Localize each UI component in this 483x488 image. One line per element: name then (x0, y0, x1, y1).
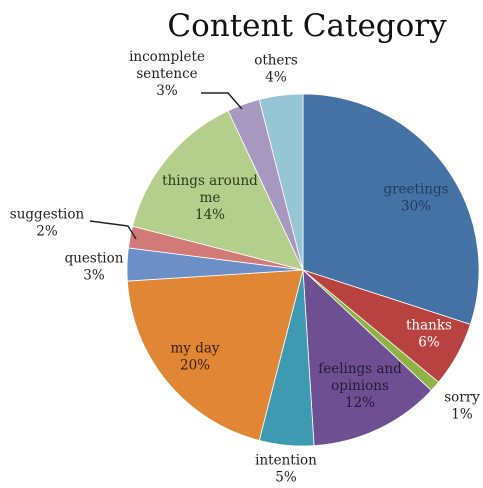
slice-name-label: others (254, 53, 298, 69)
slice-value-label: 1% (451, 407, 473, 423)
slice-name-label: opinions (331, 378, 389, 394)
slice-label-others: others 4% (254, 53, 298, 86)
slice-name-label: question (65, 251, 124, 267)
slice-name-label: greetings (383, 182, 448, 198)
slice-label-things-around-me: things around me 14% (162, 173, 258, 223)
slice-label-my-day: my day 20% (170, 341, 219, 374)
slice-name-label: sentence (136, 66, 197, 82)
leader-line-incomplete-sentence (201, 92, 243, 110)
slice-name-label: sorry (444, 390, 480, 406)
chart-title: Content Category (167, 8, 447, 44)
slice-labels: greetings 30%thanks 6%sorry 1%feelings and o… (10, 49, 480, 486)
pie-slice-others (258, 93, 304, 271)
slice-name-label: me (200, 190, 221, 206)
pie-slices (126, 93, 480, 447)
slice-value-label: 5% (275, 470, 297, 486)
slice-label-feelings-and-opinions: feelings and opinions 12% (318, 361, 402, 411)
slice-value-label: 2% (36, 224, 58, 240)
slice-value-label: 20% (180, 358, 210, 374)
slice-name-label: thanks (406, 318, 452, 334)
slice-value-label: 3% (156, 83, 178, 99)
slice-name-label: my day (170, 341, 219, 357)
slice-value-label: 4% (265, 70, 287, 86)
slice-name-label: suggestion (10, 207, 85, 223)
slice-value-label: 14% (195, 207, 225, 223)
slice-value-label: 30% (401, 199, 431, 215)
pie-slice-feelings-and-opinions (302, 269, 432, 447)
slice-name-label: incomplete (129, 49, 205, 65)
slice-label-greetings: greetings 30% (383, 182, 448, 215)
pie-slice-greetings (302, 93, 480, 325)
slice-label-question: question 3% (65, 251, 124, 284)
slice-name-label: intention (255, 453, 317, 469)
slice-value-label: 3% (83, 268, 105, 284)
slice-label-thanks: thanks 6% (406, 318, 452, 351)
slice-name-label: things around (162, 173, 258, 189)
slice-label-suggestion: suggestion 2% (10, 207, 85, 240)
slice-label-incomplete-sentence: incomplete sentence 3% (129, 49, 205, 99)
slice-label-intention: intention 5% (255, 453, 317, 486)
slice-value-label: 6% (418, 335, 440, 351)
pie-slice-things-around-me (132, 110, 304, 271)
leader-lines (89, 92, 243, 240)
slice-name-label: feelings and (318, 361, 402, 377)
slice-label-sorry: sorry 1% (444, 390, 480, 423)
slice-value-label: 12% (345, 395, 375, 411)
leader-line-suggestion (89, 220, 137, 240)
pie-slice-my-day (126, 269, 304, 441)
